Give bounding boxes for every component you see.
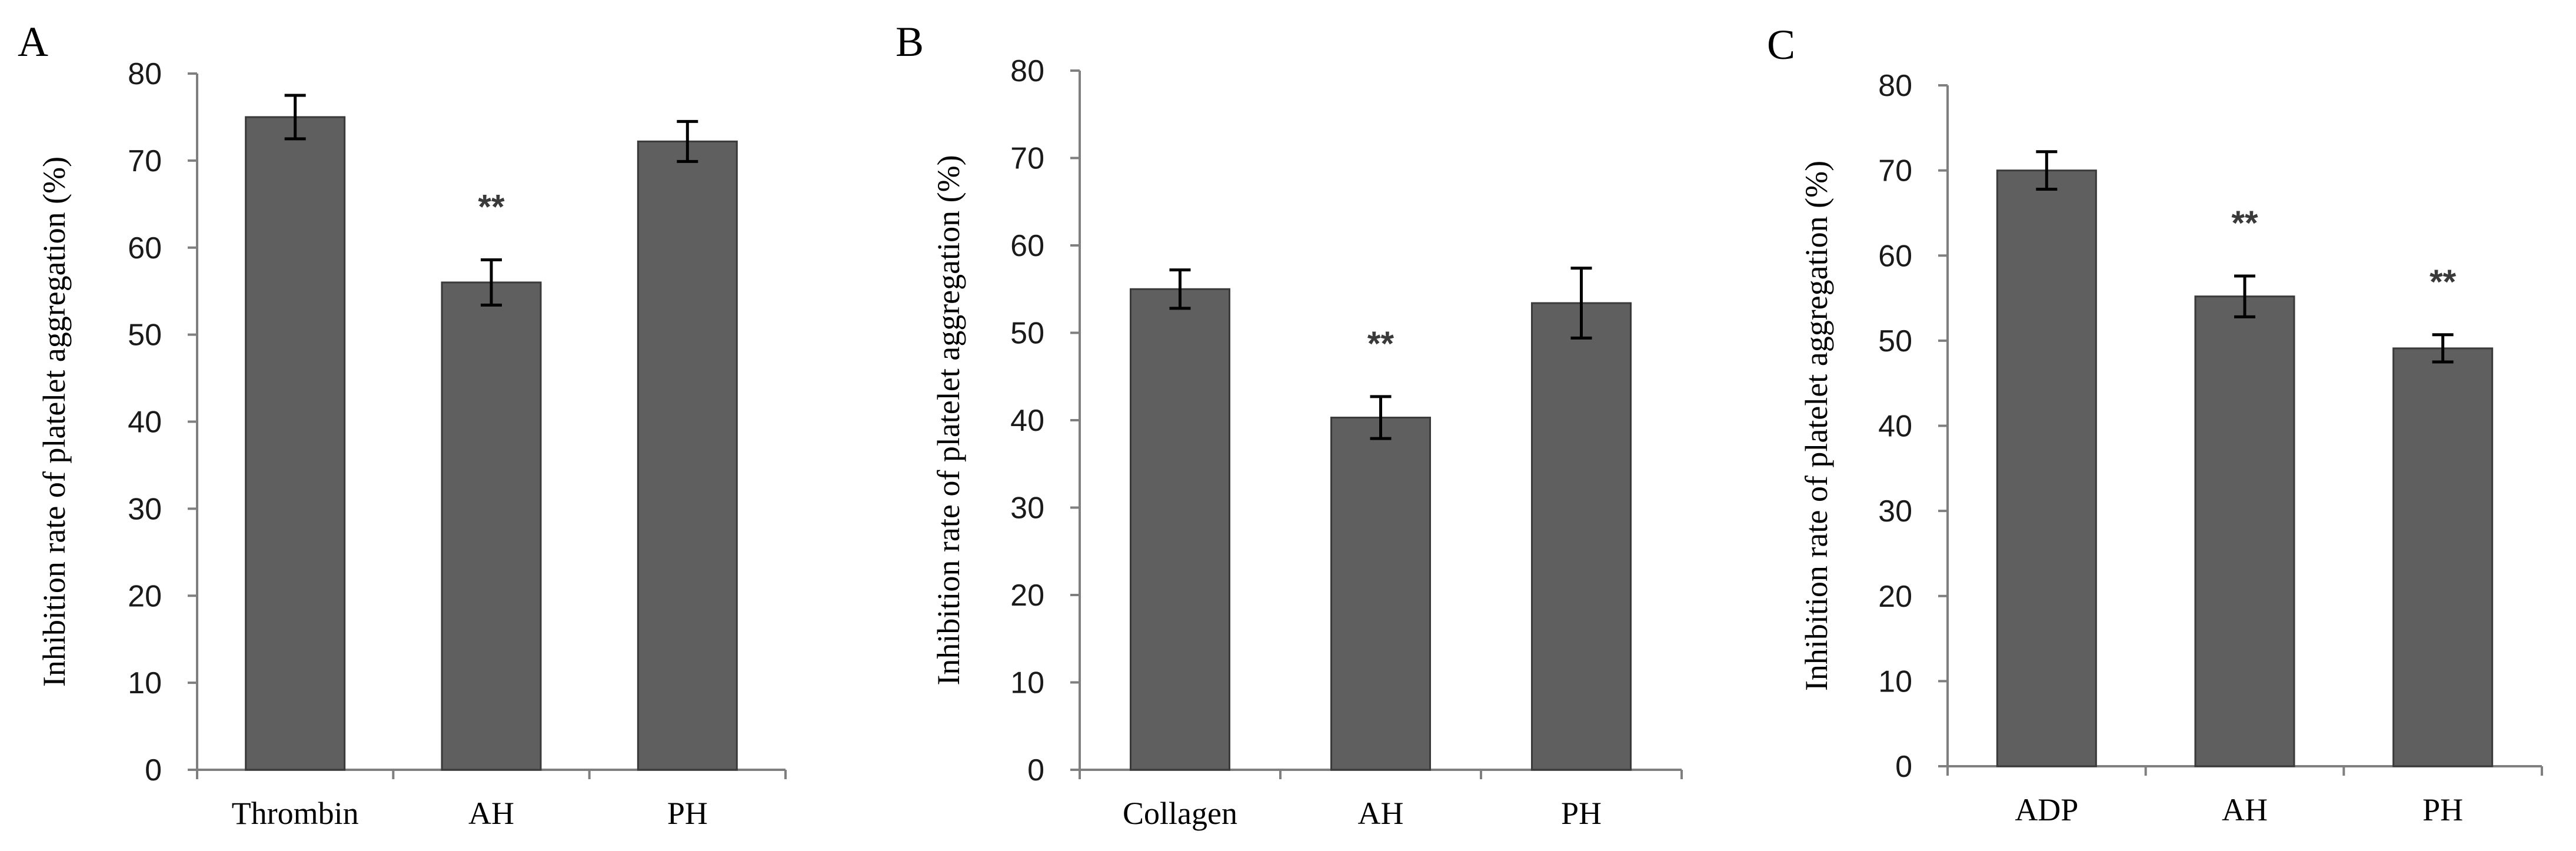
y-tick-label: 60: [1010, 229, 1044, 263]
y-tick-label: 50: [1878, 324, 1912, 358]
panel-label: B: [896, 18, 924, 65]
y-tick-label: 70: [128, 144, 162, 178]
bar-ph: [637, 140, 738, 771]
y-tick-label: 80: [1010, 54, 1044, 88]
x-tick-label: AH: [1358, 796, 1404, 831]
x-tick-label: PH: [667, 796, 708, 831]
significance-annotation: **: [478, 188, 505, 226]
bar-ph: [2392, 347, 2494, 767]
x-tick-label: PH: [1561, 796, 1602, 831]
bar-thrombin: [245, 116, 346, 771]
y-tick-label: 0: [1895, 750, 1912, 784]
y-tick-label: 40: [128, 405, 162, 440]
y-axis-title: Inhibition rate of platelet aggregation …: [1799, 161, 1834, 691]
y-axis-title: Inhibition rate of platelet aggregation …: [931, 155, 966, 685]
y-tick-label: 50: [1010, 317, 1044, 351]
y-tick-label: 70: [1878, 154, 1912, 188]
x-tick-label: Thrombin: [232, 796, 359, 831]
x-tick-label: ADP: [2015, 792, 2078, 827]
significance-annotation: **: [2231, 204, 2258, 242]
y-tick-label: 0: [1027, 753, 1044, 787]
y-tick-label: 10: [1878, 664, 1912, 699]
y-tick-label: 80: [1878, 69, 1912, 103]
bar-collagen: [1130, 288, 1230, 771]
bar-adp: [1996, 169, 2097, 767]
y-tick-label: 20: [1878, 580, 1912, 614]
chart-panel-c: C Inhibition rate of platelet aggregation…: [1767, 21, 2543, 827]
y-tick-label: 80: [128, 57, 162, 91]
panel-label: A: [18, 18, 48, 65]
x-tick-label: Collagen: [1123, 796, 1237, 831]
chart-panel-b: B Inhibition rate of platelet aggregation…: [896, 18, 1683, 831]
y-tick-label: 60: [128, 231, 162, 265]
bar-ph: [1531, 302, 1632, 771]
y-tick-label: 20: [1010, 579, 1044, 613]
bar-ah: [1330, 417, 1431, 771]
y-tick-label: 30: [128, 492, 162, 526]
y-tick-label: 30: [1878, 494, 1912, 528]
panel-label: C: [1767, 21, 1795, 68]
significance-annotation: **: [2429, 263, 2457, 301]
y-tick-label: 30: [1010, 491, 1044, 526]
y-tick-label: 50: [128, 318, 162, 353]
bar-ah: [441, 281, 542, 771]
y-tick-label: 70: [1010, 142, 1044, 176]
x-tick-label: AH: [2222, 792, 2268, 827]
x-tick-label: PH: [2422, 792, 2463, 827]
y-tick-label: 40: [1010, 404, 1044, 438]
chart-panel-a: A Inhibition rate of platelet aggregation…: [18, 18, 787, 831]
y-tick-label: 40: [1878, 410, 1912, 444]
y-tick-label: 10: [1010, 666, 1044, 700]
y-tick-label: 10: [128, 666, 162, 700]
y-tick-label: 20: [128, 579, 162, 613]
y-tick-label: 60: [1878, 239, 1912, 273]
bar-ah: [2194, 295, 2295, 767]
y-axis-title: Inhibition rate of platelet aggregation …: [36, 157, 72, 687]
significance-annotation: **: [1367, 325, 1394, 363]
y-tick-label: 0: [145, 753, 162, 787]
x-tick-label: AH: [468, 796, 514, 831]
